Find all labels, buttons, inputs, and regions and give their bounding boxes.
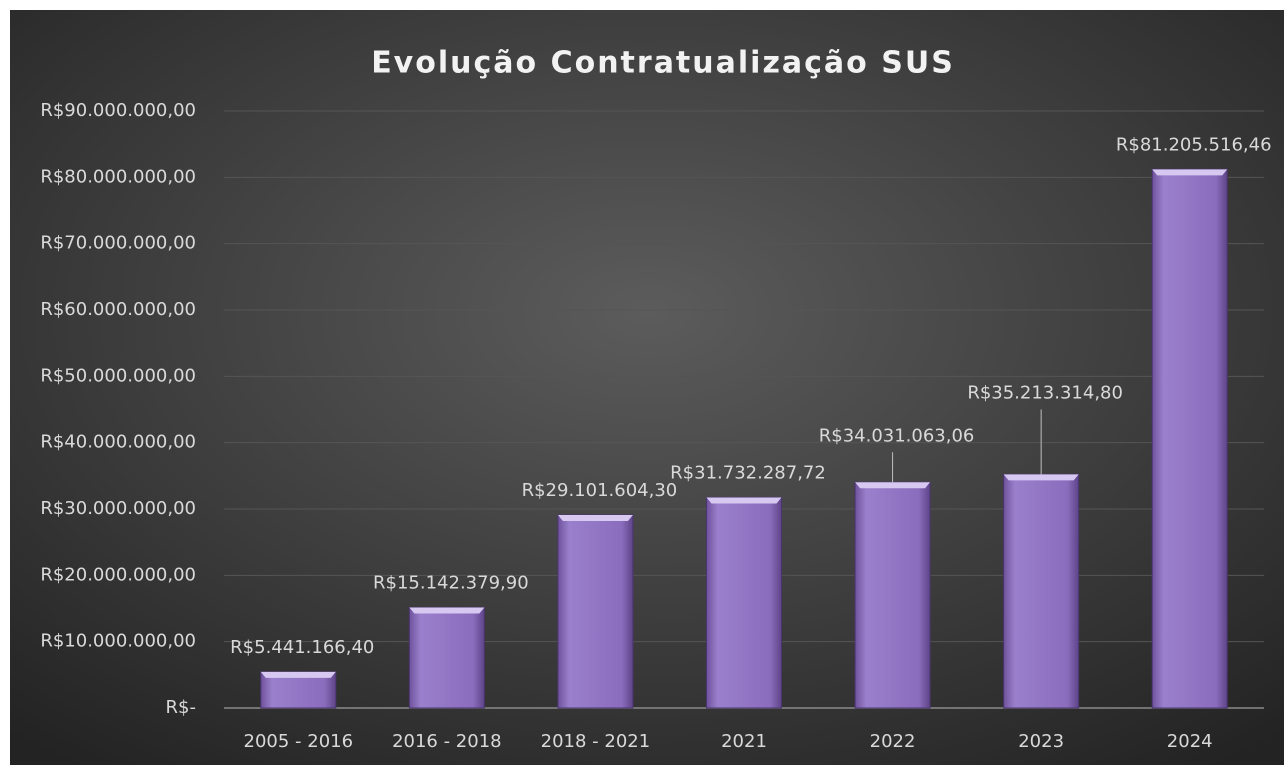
bar: [1151, 168, 1228, 709]
bar: [260, 671, 337, 709]
value-label: R$15.142.379,90: [373, 573, 529, 594]
bar: [557, 514, 634, 709]
bar-bevel: [1003, 474, 1079, 481]
x-tick-label: 2018 - 2021: [541, 731, 651, 752]
bar: [854, 481, 931, 709]
chart-title: Evolução Contratualização SUS: [371, 46, 955, 81]
y-tick-label: R$80.000.000,00: [40, 166, 196, 187]
x-tick-label: 2022: [870, 731, 916, 752]
bar-bevel: [557, 514, 633, 521]
y-tick-label: R$40.000.000,00: [40, 432, 196, 453]
x-tick-label: 2024: [1167, 731, 1213, 752]
x-tick-label: 2016 - 2018: [392, 731, 502, 752]
y-tick-label: R$90.000.000,00: [40, 100, 196, 121]
x-tick-label: 2005 - 2016: [244, 731, 354, 752]
value-label: R$81.205.516,46: [1116, 134, 1272, 155]
value-label: R$35.213.314,80: [967, 382, 1123, 403]
bar-bevel: [260, 671, 336, 678]
value-label: R$34.031.063,06: [819, 425, 975, 446]
bar-bevel: [706, 497, 782, 504]
y-tick-label: R$10.000.000,00: [40, 631, 196, 652]
bar: [1003, 473, 1080, 709]
value-label: R$29.101.604,30: [522, 480, 678, 501]
bar-bevel: [1152, 169, 1228, 176]
x-tick-label: 2021: [721, 731, 767, 752]
y-tick-label: R$50.000.000,00: [40, 365, 196, 386]
x-tick-label: 2023: [1018, 731, 1064, 752]
bar-bevel: [409, 607, 485, 614]
bar-bevel: [855, 482, 931, 489]
value-label: R$31.732.287,72: [670, 463, 826, 484]
y-tick-label: R$30.000.000,00: [40, 498, 196, 519]
value-label: R$5.441.166,40: [230, 637, 374, 658]
bar: [408, 607, 485, 709]
y-tick-label: R$-: [166, 697, 196, 718]
y-tick-label: R$20.000.000,00: [40, 564, 196, 585]
bar: [706, 497, 782, 709]
y-tick-label: R$70.000.000,00: [40, 233, 196, 254]
y-tick-label: R$60.000.000,00: [40, 299, 196, 320]
